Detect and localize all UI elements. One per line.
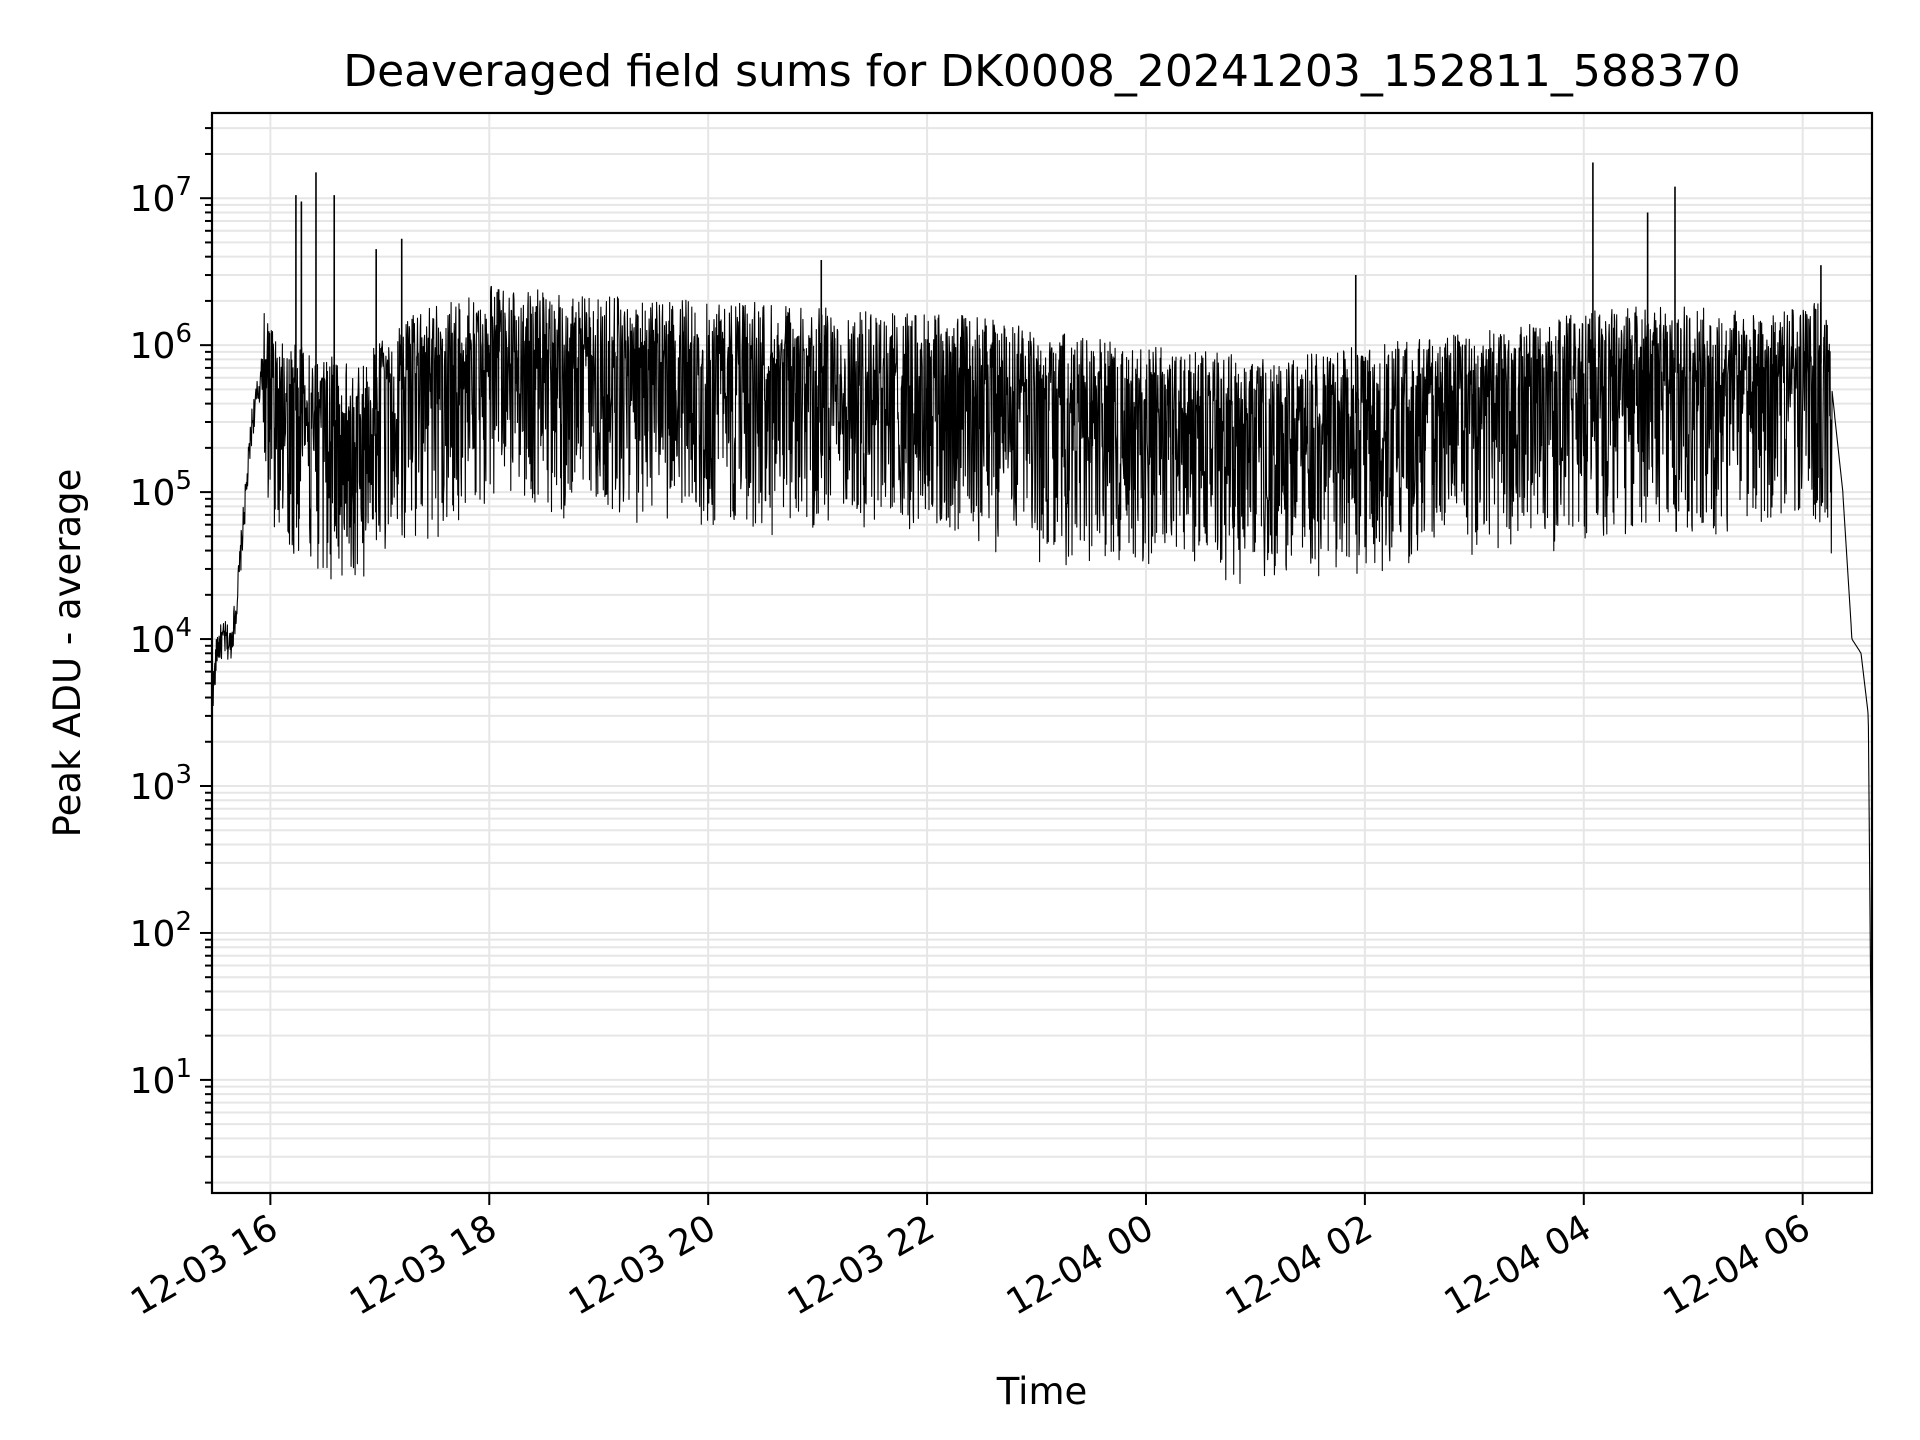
y-tick-label-base: 10 [130, 179, 176, 220]
chart-title: Deaveraged field sums for DK0008_2024120… [343, 46, 1741, 97]
plot-area [211, 162, 1873, 1146]
y-tick-label-base: 10 [130, 767, 176, 808]
y-tick-label-base: 10 [130, 620, 176, 661]
y-tick-label-base: 10 [130, 1061, 176, 1102]
y-tick-label-base: 10 [130, 914, 176, 955]
y-tick-label: 102 [130, 907, 192, 955]
data-series-line [211, 285, 1873, 1146]
y-tick-label-exponent: 3 [175, 760, 192, 790]
y-tick-label-exponent: 2 [175, 907, 192, 937]
y-tick-label-exponent: 1 [175, 1054, 192, 1084]
x-axis-label: Time [996, 1370, 1088, 1413]
y-tick-label-base: 10 [130, 326, 176, 367]
y-tick-label: 106 [130, 319, 192, 367]
y-tick-label: 105 [130, 466, 192, 514]
y-tick-label: 107 [130, 172, 192, 220]
y-tick-label: 103 [130, 760, 192, 808]
y-tick-label: 104 [130, 613, 192, 661]
y-tick-label-exponent: 6 [175, 319, 192, 349]
y-tick-label-base: 10 [130, 473, 176, 514]
y-tick-label-exponent: 5 [175, 466, 192, 496]
y-tick-label-exponent: 7 [175, 172, 192, 202]
y-tick-label: 101 [130, 1054, 192, 1102]
y-tick-label-exponent: 4 [175, 613, 192, 643]
y-axis-label: Peak ADU - average [46, 469, 89, 838]
